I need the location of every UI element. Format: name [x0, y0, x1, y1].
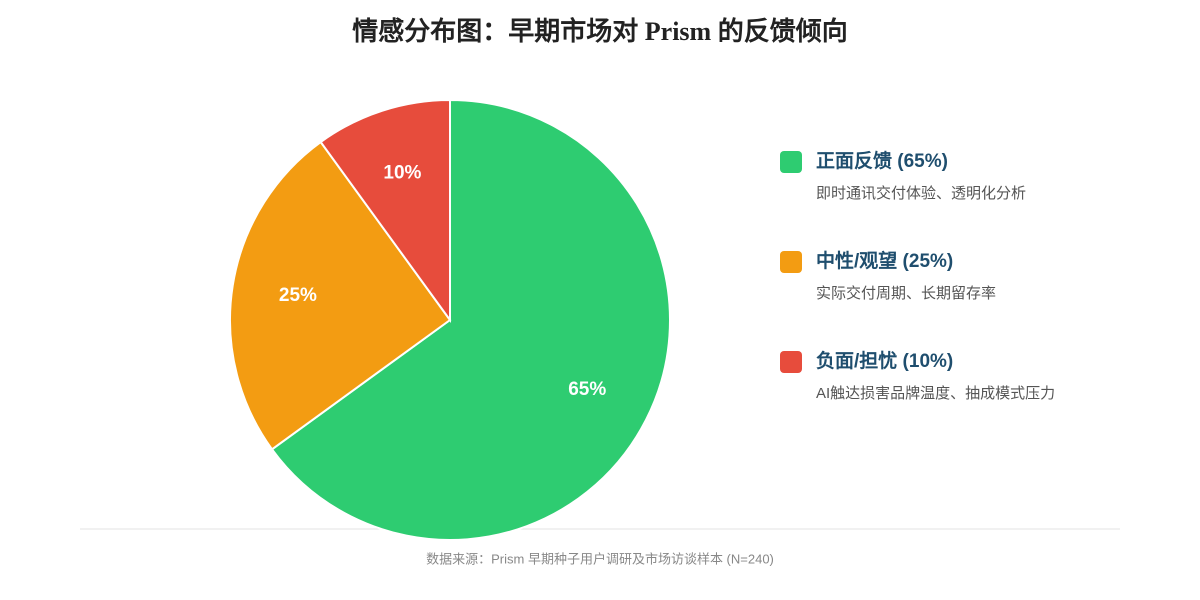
data-label: 10% — [383, 163, 421, 184]
legend-label: 中性/观望 (25%) — [816, 249, 953, 272]
chart-title: 情感分布图：早期市场对 Prism 的反馈倾向 — [352, 16, 847, 46]
pie-slice — [270, 98, 671, 541]
legend-label: 负面/担忧 (10%) — [816, 349, 953, 372]
pie-slice — [319, 98, 451, 324]
legend-swatch — [780, 351, 802, 373]
legend-swatch — [780, 151, 802, 173]
legend-description: AI触达损害品牌温度、抽成模式压力 — [816, 385, 1055, 402]
pie-slice — [229, 140, 452, 451]
legend-description: 实际交付周期、长期留存率 — [816, 284, 996, 302]
source-note: 数据来源：Prism 早期种子用户调研及市场访谈样本 (N=240) — [426, 551, 774, 566]
legend-description: 即时通讯交付体验、透明化分析 — [816, 184, 1026, 202]
data-label: 25% — [279, 285, 317, 306]
data-label: 65% — [568, 379, 606, 400]
legend-label: 正面反馈 (65%) — [816, 149, 948, 172]
legend-swatch — [780, 251, 802, 273]
